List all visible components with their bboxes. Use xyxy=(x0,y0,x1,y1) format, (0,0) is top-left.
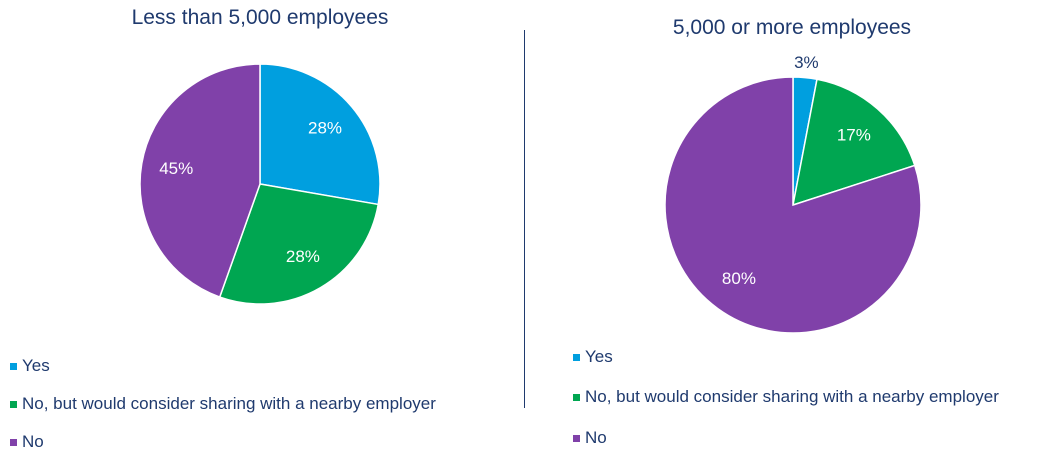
legend-item-no: No xyxy=(10,432,44,452)
legend-label: No xyxy=(22,432,44,451)
pie-chart-left: 28% 28% 45% xyxy=(139,63,381,305)
legend-item-yes: Yes xyxy=(10,356,50,376)
legend-item-no: No xyxy=(573,428,607,448)
slice-consider xyxy=(792,78,916,207)
pie-chart-right: 3% 17% 80% xyxy=(664,53,922,334)
chart-title: 5,000 or more employees xyxy=(672,16,912,39)
data-label: 45% xyxy=(159,159,193,178)
slice-consider xyxy=(218,183,380,305)
legend-item-consider: No, but would consider sharing with a ne… xyxy=(10,394,436,414)
chart-panel-left: Less than 5,000 employees 28% 28% 45% Yes … xyxy=(0,0,520,452)
slice-yes xyxy=(259,63,381,206)
data-label: 28% xyxy=(308,119,342,138)
legend-swatch-yes xyxy=(573,353,580,361)
panel-divider xyxy=(524,30,525,408)
slice-no xyxy=(664,76,922,334)
legend-swatch-no xyxy=(573,434,580,442)
legend-label: Yes xyxy=(22,356,50,375)
legend-label: Yes xyxy=(585,347,613,366)
legend-label: No, but would consider sharing with a ne… xyxy=(22,394,436,413)
legend-swatch-yes xyxy=(10,362,17,370)
chart-panel-right: 5,000 or more employees 3% 17% 80% Yes No,… xyxy=(527,0,1037,450)
legend-label: No, but would consider sharing with a ne… xyxy=(585,387,999,406)
data-label: 28% xyxy=(286,247,320,266)
chart-title: Less than 5,000 employees xyxy=(131,6,389,29)
legend-swatch-consider xyxy=(10,400,17,408)
legend-item-yes: Yes xyxy=(573,347,613,367)
legend-item-consider: No, but would consider sharing with a ne… xyxy=(573,387,999,407)
data-label: 17% xyxy=(837,125,871,144)
data-label: 3% xyxy=(794,53,819,72)
legend-swatch-consider xyxy=(573,393,580,401)
slice-no xyxy=(139,63,261,299)
legend-swatch-no xyxy=(10,438,17,446)
data-label: 80% xyxy=(722,269,756,288)
legend-label: No xyxy=(585,428,607,447)
